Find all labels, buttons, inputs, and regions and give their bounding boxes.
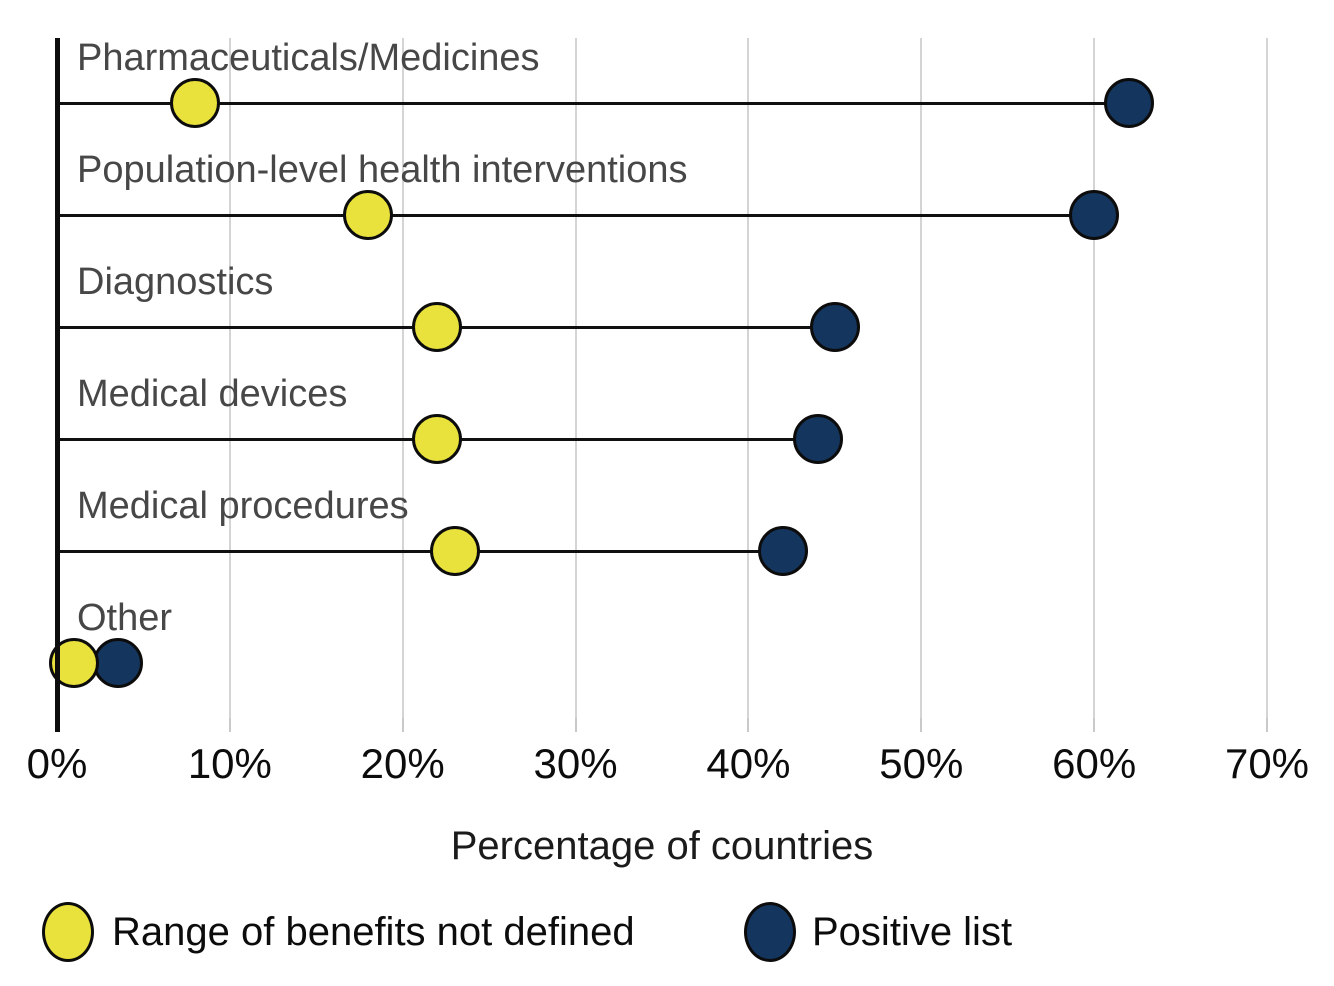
x-tick-mark (1266, 718, 1268, 732)
legend-label-range-not-defined: Range of benefits not defined (112, 910, 635, 954)
gridline (1093, 38, 1096, 718)
connector-line (57, 214, 1095, 217)
legend: Range of benefits not defined Positive l… (0, 896, 1334, 972)
point-range-not-defined (170, 78, 221, 128)
category-label: Medical devices (77, 373, 348, 415)
x-tick-mark (574, 718, 577, 732)
category-label: Pharmaceuticals/Medicines (77, 37, 540, 79)
legend-swatch-positive-list (744, 902, 796, 962)
gridline (401, 38, 404, 718)
x-tick-label: 50% (879, 740, 964, 787)
point-positive-list (792, 414, 843, 464)
x-tick-mark (747, 718, 750, 732)
point-positive-list (758, 526, 808, 576)
x-tick-label: 0% (26, 740, 88, 787)
x-tick-mark (1093, 718, 1096, 732)
x-tick-label: 20% (360, 740, 445, 787)
category-label: Medical procedures (77, 485, 409, 527)
point-positive-list (92, 638, 143, 688)
category-label: Other (77, 597, 173, 639)
x-tick-mark (228, 718, 231, 732)
x-axis-title: Percentage of countries (450, 824, 874, 868)
connector-line (57, 102, 1129, 105)
x-tick-label: 30% (533, 740, 618, 787)
legend-swatch-range-not-defined (42, 902, 94, 962)
legend-label-positive-list: Positive list (812, 910, 1013, 954)
category-label: Diagnostics (77, 261, 274, 303)
x-tick-mark (920, 718, 923, 732)
point-range-not-defined (412, 414, 463, 464)
x-tick-mark (401, 718, 404, 732)
x-tick-label: 70% (1224, 740, 1310, 787)
gridline (228, 38, 231, 718)
x-tick-label: 60% (1052, 740, 1137, 787)
point-range-not-defined (343, 190, 394, 240)
connector-line (57, 550, 783, 553)
point-positive-list (1103, 78, 1154, 128)
point-range-not-defined (429, 526, 480, 576)
gridline (747, 38, 750, 718)
x-tick-label: 40% (706, 740, 791, 787)
point-positive-list (809, 302, 860, 352)
point-positive-list (1069, 190, 1120, 240)
gridline (920, 38, 923, 718)
gridline (1266, 38, 1268, 718)
y-axis-line (55, 38, 60, 732)
point-range-not-defined (412, 302, 463, 352)
x-tick-label: 10% (187, 740, 272, 787)
category-label: Population-level health interventions (77, 149, 688, 191)
gridline (574, 38, 577, 718)
